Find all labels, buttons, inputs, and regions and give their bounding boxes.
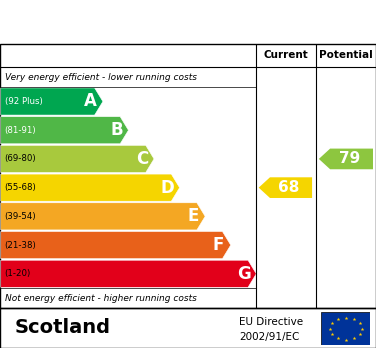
Text: Energy Efficiency Rating: Energy Efficiency Rating bbox=[64, 13, 312, 31]
Polygon shape bbox=[1, 260, 256, 287]
Polygon shape bbox=[1, 174, 180, 201]
Text: 2002/91/EC: 2002/91/EC bbox=[239, 332, 299, 342]
Text: Scotland: Scotland bbox=[15, 318, 111, 338]
Text: B: B bbox=[110, 121, 123, 139]
Text: Very energy efficient - lower running costs: Very energy efficient - lower running co… bbox=[5, 73, 197, 82]
Text: (1-20): (1-20) bbox=[5, 269, 31, 278]
Text: EU Directive: EU Directive bbox=[239, 317, 303, 327]
Polygon shape bbox=[1, 88, 103, 115]
Text: (92 Plus): (92 Plus) bbox=[5, 97, 42, 106]
Text: Not energy efficient - higher running costs: Not energy efficient - higher running co… bbox=[5, 294, 196, 302]
Text: E: E bbox=[187, 207, 199, 226]
Text: Potential: Potential bbox=[319, 50, 373, 61]
Text: A: A bbox=[84, 93, 97, 111]
Polygon shape bbox=[1, 117, 129, 144]
Polygon shape bbox=[1, 145, 154, 173]
Text: F: F bbox=[213, 236, 224, 254]
Text: (21-38): (21-38) bbox=[5, 240, 36, 250]
Text: (39-54): (39-54) bbox=[5, 212, 36, 221]
Text: C: C bbox=[136, 150, 148, 168]
Text: (55-68): (55-68) bbox=[5, 183, 36, 192]
Polygon shape bbox=[259, 177, 312, 198]
Text: D: D bbox=[161, 179, 174, 197]
Text: 68: 68 bbox=[278, 180, 299, 195]
Text: Current: Current bbox=[263, 50, 308, 61]
Polygon shape bbox=[319, 149, 373, 169]
Polygon shape bbox=[1, 231, 231, 259]
Polygon shape bbox=[1, 203, 205, 230]
Text: 79: 79 bbox=[339, 151, 360, 166]
Text: G: G bbox=[237, 265, 251, 283]
Text: (69-80): (69-80) bbox=[5, 155, 36, 164]
Text: (81-91): (81-91) bbox=[5, 126, 36, 135]
